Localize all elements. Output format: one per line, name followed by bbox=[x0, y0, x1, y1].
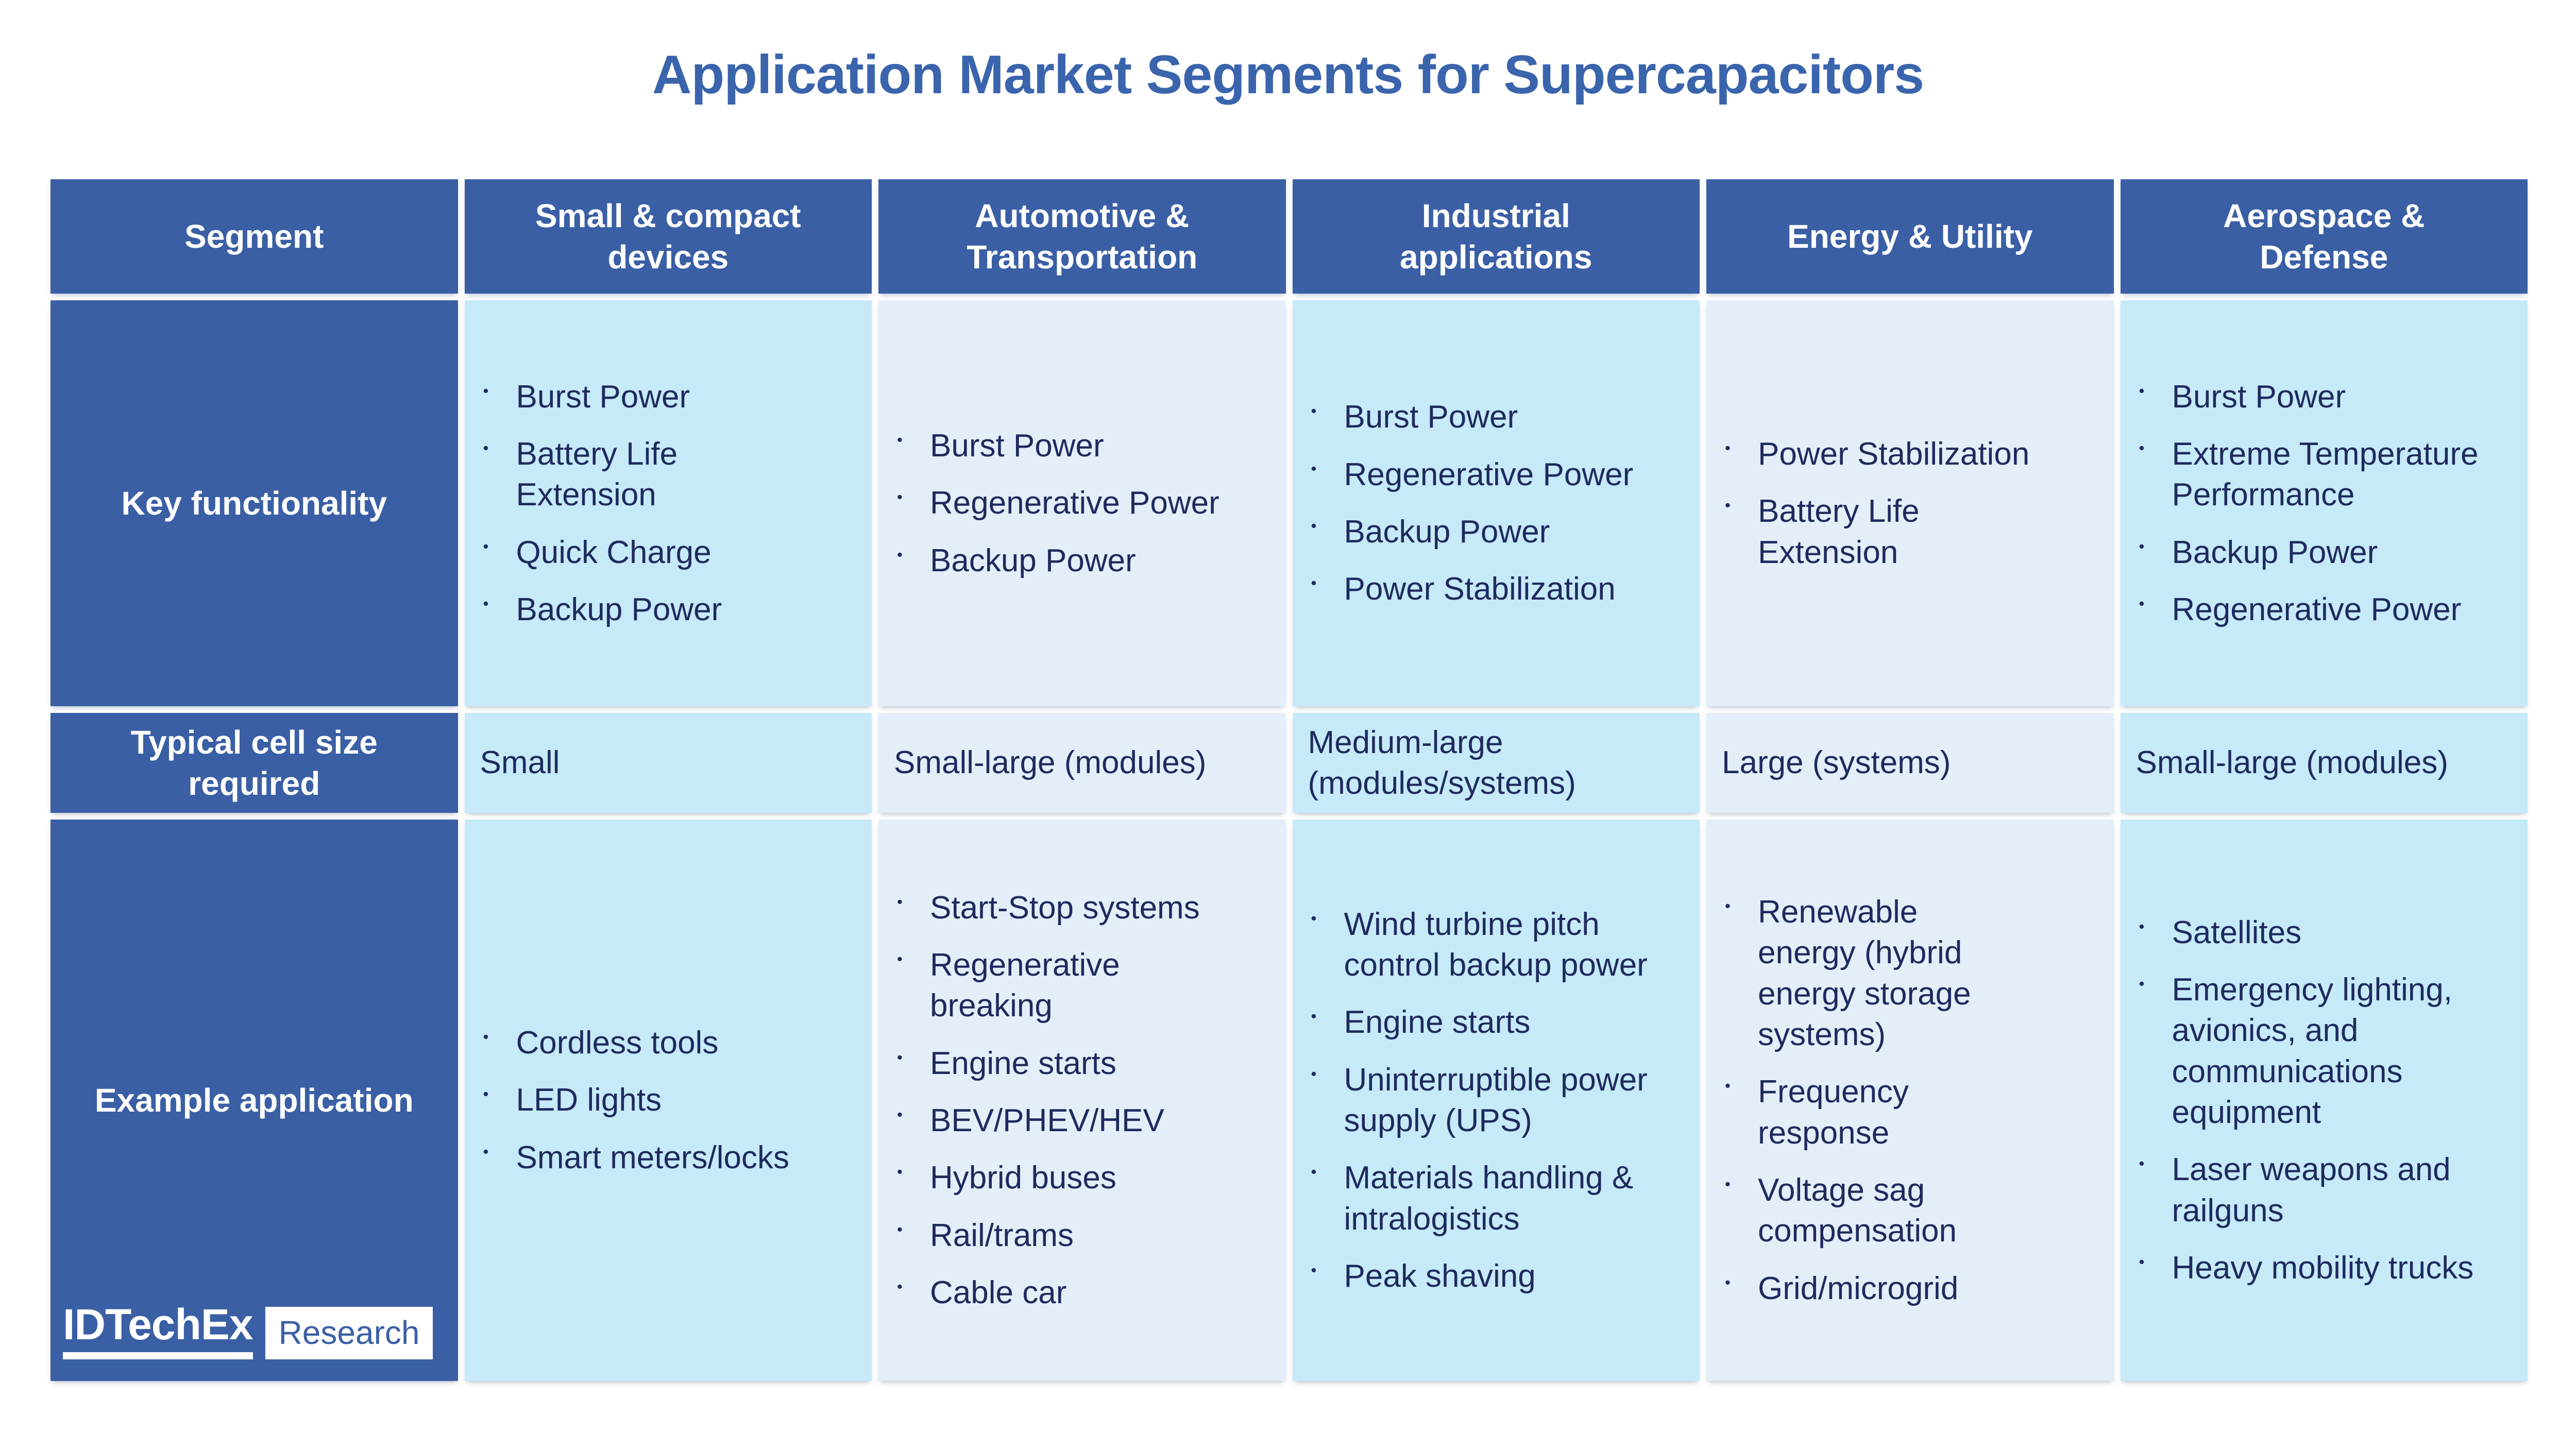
cell-examples-energy-utility: Renewable energy (hybrid energy storage … bbox=[1706, 820, 2114, 1381]
bullet-item: BEV/PHEV/HEV bbox=[878, 1100, 1239, 1141]
bullet-item: Wind turbine pitch control backup power bbox=[1293, 904, 1653, 986]
idtechex-logo: IDTechEx Research bbox=[63, 1303, 433, 1359]
bullet-item: Extreme Temperature Performance bbox=[2121, 434, 2481, 516]
bullet-item: Backup Power bbox=[1293, 512, 1634, 552]
bullet-item: Satellites bbox=[2121, 912, 2481, 953]
bullet-item: Burst Power bbox=[2121, 377, 2481, 417]
header-aerospace-defense: Aerospace & Defense bbox=[2120, 179, 2528, 294]
bullet-item: Burst Power bbox=[465, 377, 825, 417]
idtechex-wordmark: IDTechEx bbox=[63, 1300, 253, 1349]
bullet-item: Voltage sag compensation bbox=[1706, 1170, 2021, 1252]
bullet-item: Power Stabilization bbox=[1293, 569, 1634, 609]
cell-size-automotive: Small-large (modules) bbox=[878, 713, 1286, 813]
bullet-list: Burst Power Regenerative Power Backup Powe… bbox=[1293, 380, 1634, 626]
cell-examples-automotive: Start-Stop systems Regenerative breaking E… bbox=[878, 820, 1286, 1381]
cell-keyfunc-energy-utility: Power Stabilization Battery Life Extensio… bbox=[1706, 300, 2114, 706]
bullet-list: Satellites Emergency lighting, avionics, … bbox=[2121, 896, 2481, 1305]
bullet-item: Hybrid buses bbox=[878, 1157, 1239, 1198]
page-title: Application Market Segments for Supercap… bbox=[652, 44, 1924, 105]
row-label-text: Example application bbox=[94, 1082, 414, 1119]
bullet-item: Frequency response bbox=[1706, 1071, 2021, 1153]
bullet-list: Cordless tools LED lights Smart meters/loc… bbox=[465, 1006, 790, 1195]
bullet-list: Wind turbine pitch control backup power E… bbox=[1293, 888, 1653, 1314]
cell-examples-industrial: Wind turbine pitch control backup power E… bbox=[1292, 820, 1700, 1381]
header-small-compact-devices: Small & compact devices bbox=[464, 179, 872, 294]
bullet-item: Battery Life Extension bbox=[465, 434, 825, 516]
header-segment: Segment bbox=[50, 179, 458, 294]
bullet-list: Burst Power Regenerative Power Backup Powe… bbox=[878, 409, 1219, 598]
bullet-item: Power Stabilization bbox=[1706, 434, 2067, 474]
idtechex-wordmark-block: IDTechEx bbox=[63, 1303, 253, 1359]
bullet-item: Renewable energy (hybrid energy storage … bbox=[1706, 892, 2021, 1055]
bullet-list: Power Stabilization Battery Life Extensio… bbox=[1706, 417, 2067, 589]
bullet-item: LED lights bbox=[465, 1080, 790, 1120]
bullet-item: Engine starts bbox=[878, 1043, 1239, 1084]
bullet-item: Regenerative Power bbox=[878, 483, 1219, 523]
cell-examples-small-compact: Cordless tools LED lights Smart meters/loc… bbox=[464, 820, 872, 1381]
segments-table: Segment Small & compact devices Automoti… bbox=[50, 179, 2528, 1381]
bullet-item: Burst Power bbox=[878, 425, 1219, 466]
bullet-item: Cordless tools bbox=[465, 1022, 790, 1063]
bullet-item: Emergency lighting, avionics, and commun… bbox=[2121, 969, 2481, 1133]
cell-examples-aerospace-defense: Satellites Emergency lighting, avionics, … bbox=[2120, 820, 2528, 1381]
cell-keyfunc-automotive: Burst Power Regenerative Power Backup Powe… bbox=[878, 300, 1286, 706]
bullet-item: Quick Charge bbox=[465, 532, 825, 573]
cell-size-aerospace-defense: Small-large (modules) bbox=[2120, 713, 2528, 813]
bullet-item: Regenerative breaking bbox=[878, 945, 1239, 1027]
header-industrial-applications: Industrial applications bbox=[1292, 179, 1700, 294]
bullet-list: Burst Power Extreme Temperature Performan… bbox=[2121, 360, 2481, 647]
cell-keyfunc-industrial: Burst Power Regenerative Power Backup Powe… bbox=[1292, 300, 1700, 706]
row-label-cell-size: Typical cell size required bbox=[50, 713, 458, 813]
bullet-item: Backup Power bbox=[878, 540, 1219, 581]
bullet-item: Start-Stop systems bbox=[878, 888, 1239, 928]
logo-underline bbox=[63, 1352, 253, 1359]
bullet-item: Materials handling & intralogistics bbox=[1293, 1157, 1653, 1239]
bullet-item: Backup Power bbox=[465, 589, 825, 630]
bullet-list: Burst Power Battery Life Extension Quick C… bbox=[465, 360, 825, 647]
bullet-item: Regenerative Power bbox=[2121, 589, 2481, 630]
logo-research-label: Research bbox=[265, 1307, 433, 1359]
bullet-item: Uninterruptible power supply (UPS) bbox=[1293, 1060, 1653, 1141]
bullet-item: Backup Power bbox=[2121, 532, 2481, 573]
header-automotive-transportation: Automotive & Transportation bbox=[878, 179, 1286, 294]
bullet-item: Heavy mobility trucks bbox=[2121, 1248, 2481, 1288]
row-label-example-application: Example application IDTechEx Research bbox=[50, 820, 458, 1381]
bullet-item: Engine starts bbox=[1293, 1002, 1653, 1043]
cell-keyfunc-aerospace-defense: Burst Power Extreme Temperature Performan… bbox=[2120, 300, 2528, 706]
cell-size-small-compact: Small bbox=[464, 713, 872, 813]
header-energy-utility: Energy & Utility bbox=[1706, 179, 2114, 294]
bullet-item: Smart meters/locks bbox=[465, 1137, 789, 1178]
bullet-item: Peak shaving bbox=[1293, 1256, 1653, 1297]
bullet-item: Burst Power bbox=[1293, 397, 1634, 437]
cell-keyfunc-small-compact: Burst Power Battery Life Extension Quick C… bbox=[464, 300, 872, 706]
bullet-list: Renewable energy (hybrid energy storage … bbox=[1706, 875, 2021, 1325]
bullet-item: Regenerative Power bbox=[1293, 454, 1633, 495]
bullet-item: Grid/microgrid bbox=[1706, 1268, 2021, 1309]
bullet-list: Start-Stop systems Regenerative breaking E… bbox=[878, 871, 1239, 1330]
row-label-key-functionality: Key functionality bbox=[50, 300, 458, 706]
bullet-item: Battery Life Extension bbox=[1706, 491, 2067, 573]
cell-size-energy-utility: Large (systems) bbox=[1706, 713, 2114, 813]
bullet-item: Laser weapons and railguns bbox=[2121, 1149, 2481, 1231]
bullet-item: Rail/trams bbox=[878, 1215, 1239, 1256]
bullet-item: Cable car bbox=[878, 1272, 1239, 1313]
cell-size-industrial: Medium-large (modules/systems) bbox=[1292, 713, 1700, 813]
